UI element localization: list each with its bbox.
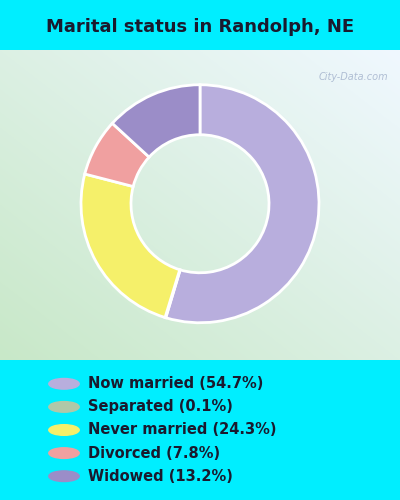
Text: Now married (54.7%): Now married (54.7%) xyxy=(88,376,263,392)
Text: City-Data.com: City-Data.com xyxy=(318,72,388,82)
Circle shape xyxy=(49,378,79,389)
Text: Marital status in Randolph, NE: Marital status in Randolph, NE xyxy=(46,18,354,36)
Text: Separated (0.1%): Separated (0.1%) xyxy=(88,400,233,414)
Wedge shape xyxy=(112,84,200,157)
Wedge shape xyxy=(81,174,180,318)
Circle shape xyxy=(49,448,79,458)
Text: Never married (24.3%): Never married (24.3%) xyxy=(88,422,276,438)
Wedge shape xyxy=(165,270,180,318)
Circle shape xyxy=(49,402,79,412)
Wedge shape xyxy=(85,124,149,186)
Text: Widowed (13.2%): Widowed (13.2%) xyxy=(88,468,233,483)
Circle shape xyxy=(49,471,79,482)
Text: Divorced (7.8%): Divorced (7.8%) xyxy=(88,446,220,460)
Wedge shape xyxy=(166,84,319,322)
Circle shape xyxy=(49,424,79,436)
